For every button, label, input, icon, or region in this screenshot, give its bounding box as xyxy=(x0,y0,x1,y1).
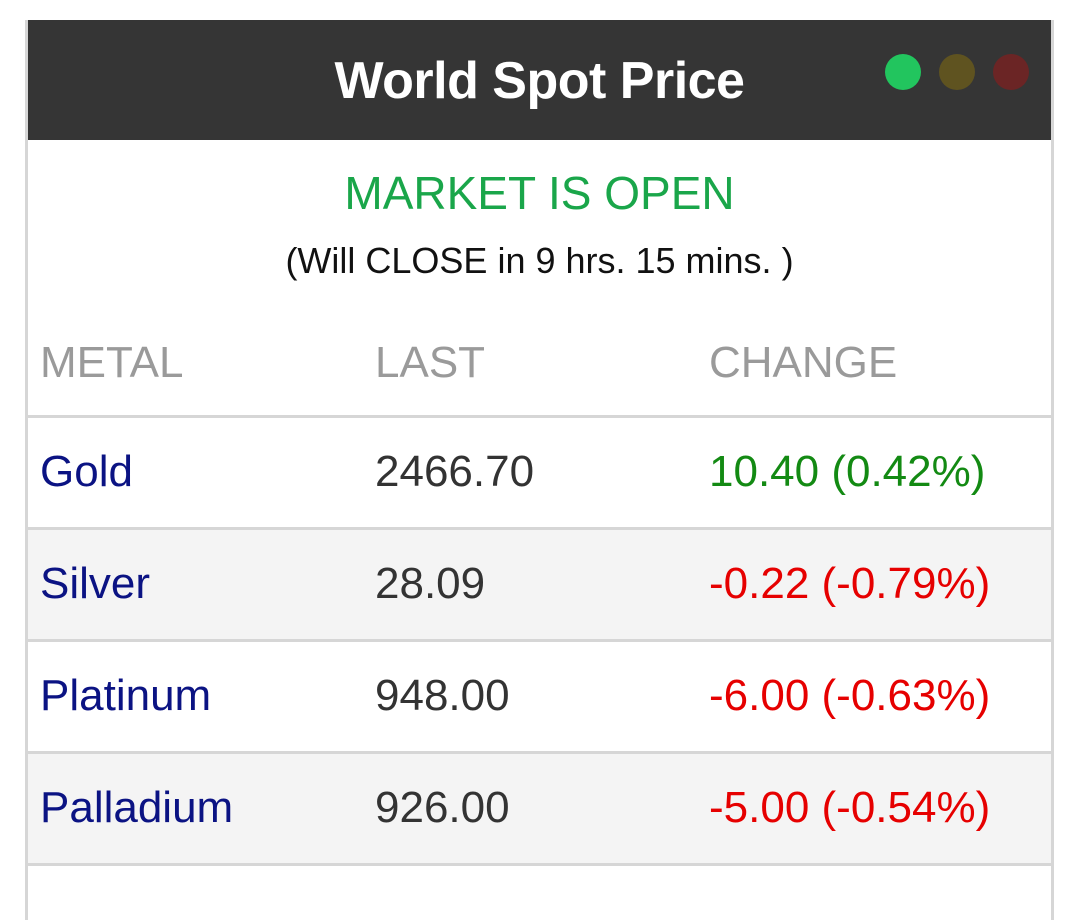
header-last: LAST xyxy=(375,338,486,387)
market-status: MARKET IS OPEN xyxy=(344,167,735,219)
table-row[interactable]: Palladium 926.00 -5.00 (-0.54%) xyxy=(28,754,1051,866)
last-price: 948.00 xyxy=(375,671,510,720)
price-change: -0.22 (-0.79%) xyxy=(709,559,991,608)
last-price: 2466.70 xyxy=(375,447,535,496)
table-header: METAL LAST CHANGE xyxy=(28,335,1051,418)
table-row[interactable]: Platinum 948.00 -6.00 (-0.63%) xyxy=(28,642,1051,754)
header-metal: METAL xyxy=(40,338,184,387)
metal-name[interactable]: Platinum xyxy=(40,671,212,720)
amber-dot[interactable] xyxy=(939,54,975,90)
metal-name[interactable]: Silver xyxy=(40,559,151,608)
price-table: Gold 2466.70 10.40 (0.42%) Silver 28.09 … xyxy=(28,418,1051,866)
widget-title: World Spot Price xyxy=(334,52,745,110)
last-price: 926.00 xyxy=(375,783,510,832)
red-dot[interactable] xyxy=(993,54,1029,90)
green-dot[interactable] xyxy=(885,54,921,90)
metal-name[interactable]: Palladium xyxy=(40,783,234,832)
table-row[interactable]: Gold 2466.70 10.40 (0.42%) xyxy=(28,418,1051,530)
last-price: 28.09 xyxy=(375,559,486,608)
spot-price-widget: World Spot Price MARKET IS OPEN (Will CL… xyxy=(25,20,1054,920)
title-bar: World Spot Price xyxy=(28,20,1051,140)
header-change: CHANGE xyxy=(709,338,898,387)
price-change: -6.00 (-0.63%) xyxy=(709,671,991,720)
market-countdown: (Will CLOSE in 9 hrs. 15 mins. ) xyxy=(285,240,794,281)
price-change: 10.40 (0.42%) xyxy=(709,447,986,496)
metal-name[interactable]: Gold xyxy=(40,447,133,496)
table-row[interactable]: Silver 28.09 -0.22 (-0.79%) xyxy=(28,530,1051,642)
price-change: -5.00 (-0.54%) xyxy=(709,783,991,832)
